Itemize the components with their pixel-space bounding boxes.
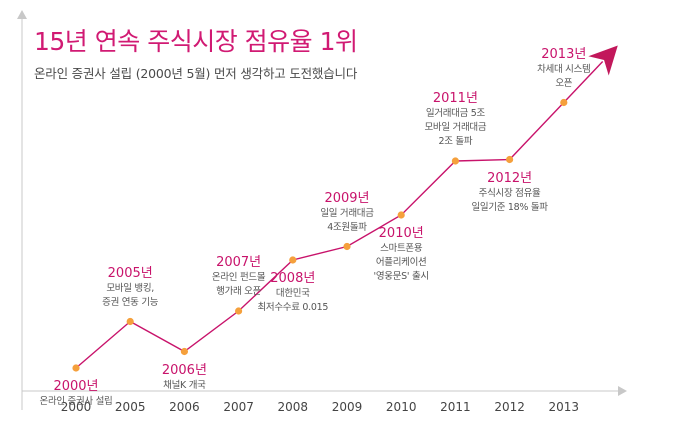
data-point-2013 xyxy=(560,98,568,107)
x-tick-label-2006: 2006 xyxy=(169,400,200,414)
annotation-text: 증권 연동 기능 xyxy=(102,296,159,308)
annotation-year: 2008년 xyxy=(270,271,316,286)
trend-arrow-shaft xyxy=(563,60,604,103)
annotation-year: 2007년 xyxy=(216,255,262,270)
data-point-2005 xyxy=(126,317,134,326)
annotation-text: 일일 거래대금 xyxy=(320,207,374,219)
annotation-text: '영웅문S' 출시 xyxy=(373,271,430,282)
page-subtitle: 온라인 증권사 설립 (2000년 5월) 먼저 생각하고 도전했습니다 xyxy=(34,66,358,81)
x-tick-label-2009: 2009 xyxy=(332,400,363,414)
data-point-2010 xyxy=(397,211,405,219)
annotation-year: 2005년 xyxy=(107,265,153,281)
annotation-text: 대한민국 xyxy=(275,288,310,299)
annotation-year: 2013년 xyxy=(541,46,587,62)
data-point-2012 xyxy=(506,155,514,164)
annotation-text: 어플리케이션 xyxy=(375,257,427,268)
annotation-text: 채널K 개국 xyxy=(163,379,206,391)
annotation-2006: 2006년 채널K 개국 xyxy=(162,362,207,393)
data-points xyxy=(72,98,568,372)
page-title: 15년 연속 주식시장 점유율 1위 xyxy=(34,27,358,56)
x-tick-label-2007: 2007 xyxy=(223,400,254,414)
x-axis-arrowhead xyxy=(618,386,627,396)
annotation-year: 2006년 xyxy=(161,362,207,378)
series-line-layer xyxy=(75,102,565,369)
x-tick-label-2005: 2005 xyxy=(115,400,146,414)
annotation-2005: 2005년 모바일 뱅킹, 증권 연동 기능 xyxy=(102,265,158,310)
data-point-2009 xyxy=(343,242,351,251)
series-line xyxy=(75,102,565,369)
x-tick-label-2012: 2012 xyxy=(494,400,525,414)
x-tick-label-2013: 2013 xyxy=(549,400,580,414)
annotation-text: 일거래대금 5조 xyxy=(425,108,485,119)
trend-arrow-layer xyxy=(563,45,618,103)
annotation-text: 모바일 뱅킹, xyxy=(106,282,154,294)
x-tick-label-2011: 2011 xyxy=(440,400,471,414)
x-tick-labels: 2000 2005 2006 2007 2008 2009 2010 2011 2012 2013 xyxy=(61,400,579,414)
annotation-text: 오픈 xyxy=(555,77,573,89)
x-tick-label-2000: 2000 xyxy=(61,400,92,414)
annotation-year: 2010년 xyxy=(378,226,424,241)
annotation-text: 2조 돌파 xyxy=(438,136,473,147)
annotation-text: 차세대 시스템 xyxy=(537,63,591,75)
data-point-2006 xyxy=(180,347,188,356)
x-tick-label-2010: 2010 xyxy=(386,400,417,414)
annotation-text: 행가래 오픈 xyxy=(216,286,262,297)
data-point-2007 xyxy=(235,307,243,315)
annotation-year: 2000년 xyxy=(53,379,99,394)
axes xyxy=(17,10,627,410)
trend-arrowhead xyxy=(588,45,618,76)
annotation-year: 2012년 xyxy=(487,170,533,186)
annotation-2009: 2009년 일일 거래대금 4조원돌파 xyxy=(320,190,374,235)
annotation-year: 2009년 xyxy=(324,190,370,206)
annotation-text: 일일기준 18% 돌파 xyxy=(471,201,548,213)
x-tick-label-2008: 2008 xyxy=(278,400,309,414)
data-point-2000 xyxy=(72,364,80,372)
annotation-text: 온라인 펀드몰 xyxy=(211,272,266,283)
annotation-text: 주식시장 점유율 xyxy=(478,187,541,199)
annotation-text: 최저수수료 0.015 xyxy=(257,302,329,313)
annotation-text: 4조원돌파 xyxy=(327,221,367,233)
annotation-text: 스마트폰용 xyxy=(380,243,423,254)
annotation-text: 온라인 증권사 설립 xyxy=(39,396,113,407)
data-point-2011 xyxy=(451,157,459,165)
annotation-text: 모바일 거래대금 xyxy=(424,122,487,133)
y-axis-arrowhead xyxy=(17,10,27,19)
annotation-year: 2011년 xyxy=(432,91,478,106)
data-point-2008 xyxy=(289,256,297,264)
